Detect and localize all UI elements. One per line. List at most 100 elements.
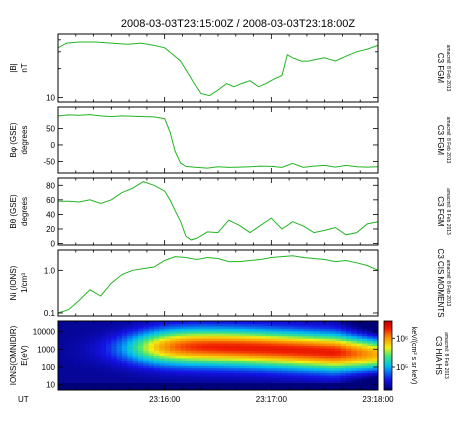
spectrogram-cell xyxy=(175,355,182,359)
spectrogram-cell xyxy=(202,348,208,351)
spectrogram-cell xyxy=(68,385,75,388)
spectrogram-cell xyxy=(218,325,224,329)
spectrogram-cell xyxy=(276,382,283,386)
spectrogram-cell xyxy=(255,345,262,349)
spectrogram-cell xyxy=(100,323,107,327)
colorbar-segment xyxy=(384,352,392,355)
colorbar-segment xyxy=(384,372,392,375)
spectrogram-cell xyxy=(175,353,182,356)
spectrogram-cell xyxy=(324,375,331,379)
spectrogram-cell xyxy=(303,345,310,349)
colorbar-segment xyxy=(384,360,392,363)
spectrogram-cell xyxy=(292,350,299,354)
spectrogram-cell xyxy=(287,370,294,374)
spectrogram-cell xyxy=(186,325,192,329)
panel-frame xyxy=(57,33,379,103)
spectrogram-cell xyxy=(175,377,182,381)
spectrogram-cell xyxy=(324,367,331,371)
spectrogram-cell xyxy=(346,340,352,344)
spectrogram-cell xyxy=(186,330,192,334)
spectrogram-cell xyxy=(367,357,374,361)
spectrogram-cell xyxy=(138,330,144,334)
spectrogram-cell xyxy=(90,343,96,347)
spectrogram-cell xyxy=(95,380,102,384)
spectrogram-cell xyxy=(58,340,64,344)
spectrogram-cell xyxy=(335,370,342,374)
spectrogram-cell xyxy=(58,345,64,349)
spectrogram-cell xyxy=(84,382,91,386)
spectrogram-cell xyxy=(319,330,326,334)
spectrogram-cell xyxy=(367,328,374,332)
spectrogram-cell xyxy=(218,372,224,376)
spectrogram-cell xyxy=(95,377,102,381)
spectrogram-cell xyxy=(68,333,75,337)
spectrogram-cell xyxy=(308,380,315,384)
spectrogram-cell xyxy=(148,353,155,356)
spectrogram-cell xyxy=(106,330,112,334)
spectrogram-cell xyxy=(223,340,230,344)
spectrogram-cell xyxy=(367,362,374,366)
spectrogram-cell xyxy=(191,353,198,356)
spectrogram-cell xyxy=(367,370,374,374)
spectrogram-cell xyxy=(314,355,320,359)
time-tick-label: 23:16:00 xyxy=(149,395,181,404)
spectrogram-cell xyxy=(244,355,251,359)
spectrogram-cell xyxy=(154,357,160,361)
spectrogram-cell xyxy=(79,330,86,334)
spectrogram-cell xyxy=(276,362,283,366)
y-axis-unit: degrees xyxy=(20,197,29,226)
spectrogram-cell xyxy=(287,367,294,371)
spectrogram-cell xyxy=(180,348,187,351)
spectrogram-cell xyxy=(298,321,304,324)
colorbar-segment xyxy=(384,371,392,374)
colorbar-segment xyxy=(384,331,392,334)
colorbar-segment xyxy=(384,346,392,349)
spectrogram-cell xyxy=(154,340,160,344)
spectrogram-cell xyxy=(148,330,155,334)
spectrogram-cell xyxy=(106,357,112,361)
spectrogram-cell xyxy=(228,382,235,386)
spectrogram-cell xyxy=(132,321,139,324)
spectrogram-cell xyxy=(330,367,336,371)
spectrogram-cell xyxy=(106,340,112,344)
spectrogram-cell xyxy=(63,362,70,366)
spectrogram-cell xyxy=(122,355,128,359)
spectrogram-cell xyxy=(143,375,150,379)
spectrogram-cell xyxy=(58,353,64,356)
spectrogram-cell xyxy=(356,385,363,388)
spectrogram-cell xyxy=(340,355,347,359)
spectrogram-cell xyxy=(111,380,118,384)
spectrogram-cell xyxy=(148,338,155,342)
spectrogram-cell xyxy=(362,321,368,324)
spectrogram-cell xyxy=(196,338,203,342)
spectrogram-cell xyxy=(111,338,118,342)
spectrogram-cell xyxy=(122,385,128,388)
spectrogram-cell xyxy=(303,370,310,374)
spectrogram-cell xyxy=(266,362,272,366)
spectrogram-cell xyxy=(106,360,112,364)
spectrogram-cell xyxy=(292,330,299,334)
spectrogram-cell xyxy=(186,340,192,344)
spectrogram-cell xyxy=(148,382,155,386)
spectrogram-cell xyxy=(148,335,155,339)
spectrogram-cell xyxy=(228,345,235,349)
spectrogram-cell xyxy=(308,377,315,381)
spectrogram-cell xyxy=(255,365,262,369)
spectrogram-cell xyxy=(207,387,214,391)
spectrogram-cell xyxy=(303,325,310,329)
spectrogram-cell xyxy=(100,365,107,369)
spectrogram-cell xyxy=(292,365,299,369)
spectrogram-cell xyxy=(324,321,331,324)
spectrogram-cell xyxy=(362,382,368,386)
spectrogram-cell xyxy=(266,367,272,371)
spectrogram-cell xyxy=(175,321,182,324)
spectrogram-cell xyxy=(207,385,214,388)
spectrogram-cell xyxy=(367,367,374,371)
spectrogram-cell xyxy=(228,357,235,361)
spectrogram-cell xyxy=(74,338,80,342)
spectrogram-cell xyxy=(356,375,363,379)
spectrogram-cell xyxy=(287,362,294,366)
spectrogram-cell xyxy=(335,377,342,381)
spectrogram-cell xyxy=(122,357,128,361)
